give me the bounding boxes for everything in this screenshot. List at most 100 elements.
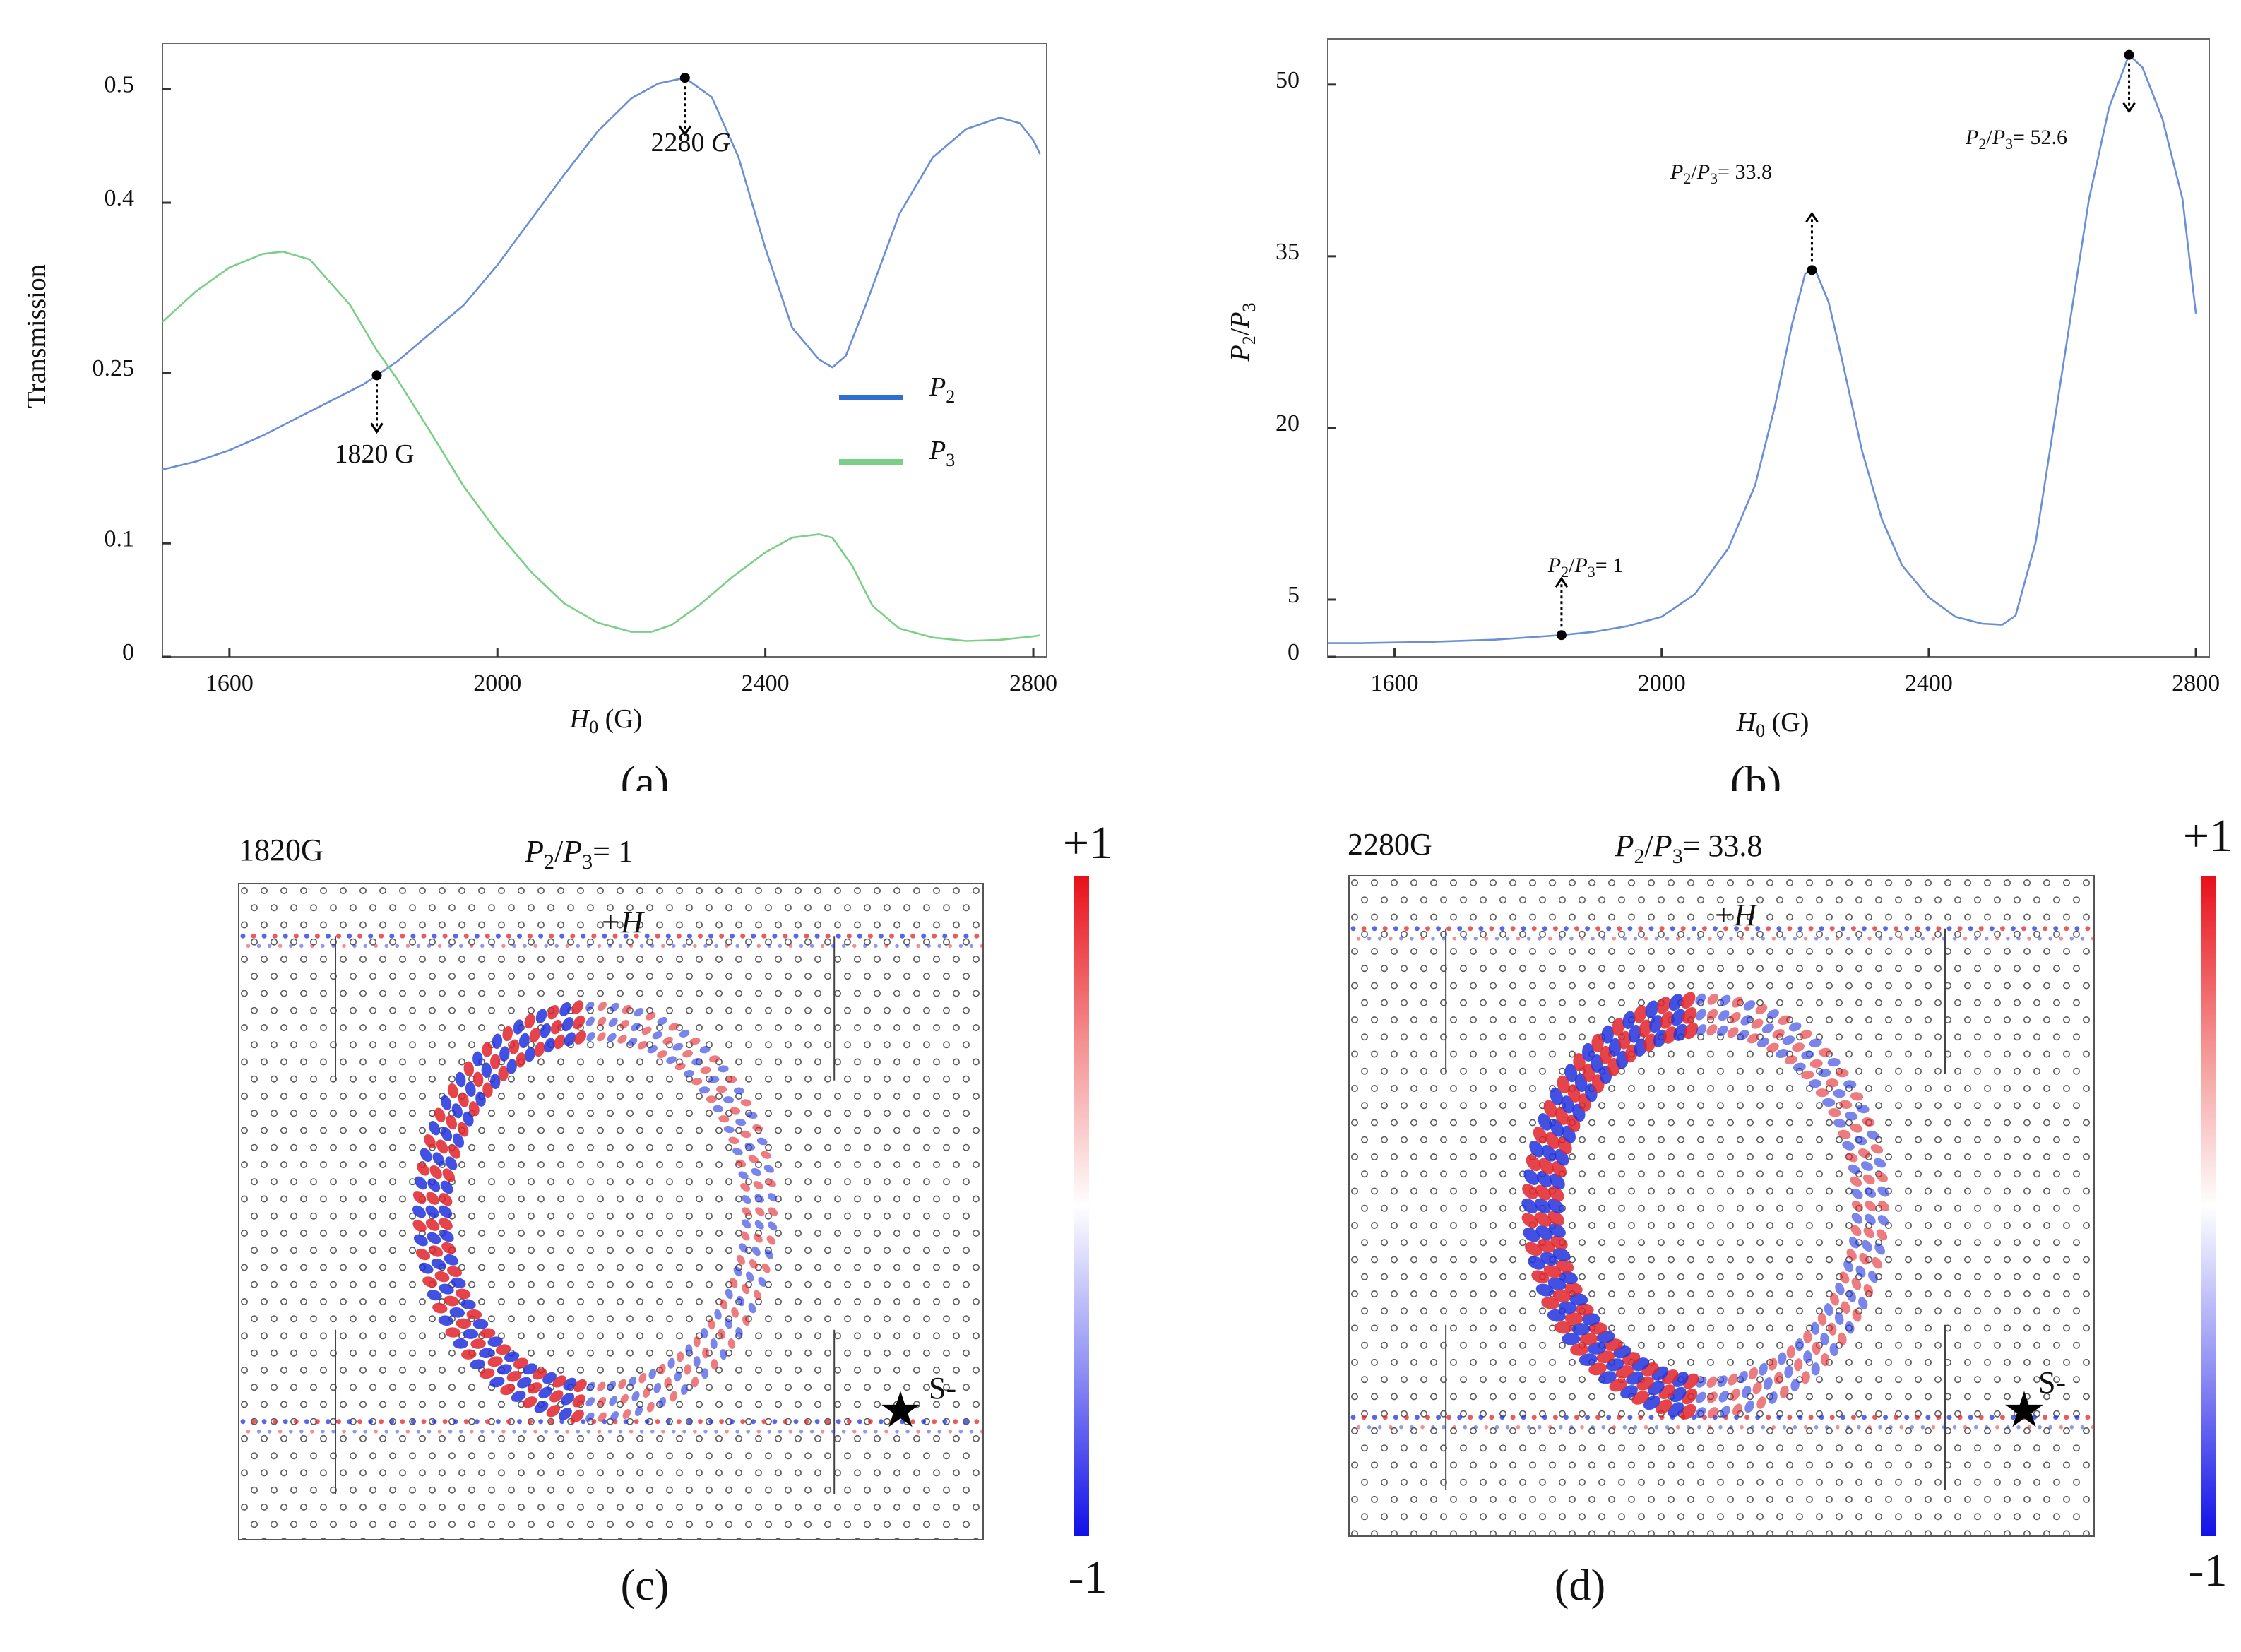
ring-field-lobe — [444, 1254, 459, 1266]
ring-field-lobe — [446, 1115, 458, 1130]
lattice-rod — [834, 887, 842, 895]
lattice-rod — [1915, 896, 1922, 904]
lattice-rod — [675, 1264, 683, 1271]
lattice-rod — [804, 1075, 812, 1083]
lattice-rod — [943, 1075, 951, 1083]
waveguide-field-dot — [889, 933, 894, 939]
waveguide-field-dot — [1372, 926, 1377, 932]
waveguide-field-dot — [1452, 937, 1456, 941]
lattice-rod — [369, 1006, 376, 1014]
lattice-rod — [765, 1212, 773, 1220]
lattice-rod — [2043, 1358, 2051, 1366]
lattice-rod — [1400, 1136, 1408, 1143]
lattice-rod — [923, 1178, 931, 1186]
lattice-rod — [309, 1280, 317, 1288]
lattice-rod — [408, 1486, 416, 1494]
lattice-rod — [775, 956, 783, 963]
lattice-rod — [458, 1434, 465, 1442]
waveguide-field-dot — [421, 1419, 427, 1425]
lattice-rod — [1895, 1444, 1903, 1452]
lattice-rod — [1905, 1358, 1913, 1366]
ring-field-lobe — [482, 1082, 493, 1098]
ring-field-lobe — [1536, 1171, 1552, 1188]
lattice-rod — [1459, 1410, 1467, 1418]
waveguide-field-dot — [1403, 926, 1409, 932]
b-marker-arrowhead-1 — [1805, 211, 1819, 223]
waveguide-field-dot — [410, 933, 416, 939]
ring-field-lobe — [1856, 1104, 1870, 1114]
lattice-rod — [260, 1127, 268, 1134]
lattice-rod — [250, 1041, 258, 1049]
ring-field-lobe — [1618, 1030, 1631, 1050]
lattice-rod — [1835, 1033, 1843, 1041]
lattice-rod — [1479, 1376, 1487, 1384]
lattice-rod — [1667, 1084, 1675, 1092]
lattice-rod — [1746, 913, 1754, 921]
lattice-rod — [1696, 1170, 1704, 1178]
ring-field-lobe — [693, 1336, 701, 1348]
lattice-rod — [1726, 1050, 1734, 1058]
waveguide-field-dot — [772, 1419, 778, 1425]
lattice-rod — [735, 1538, 742, 1540]
ring-field-lobe — [1680, 1403, 1696, 1420]
lattice-rod — [1905, 1016, 1913, 1023]
lattice-rod — [616, 1297, 624, 1305]
lattice-rod — [349, 973, 357, 980]
lattice-rod — [1350, 1427, 1358, 1434]
lattice-rod — [299, 1229, 307, 1237]
lattice-rod — [359, 1092, 367, 1100]
lattice-rod — [1805, 1290, 1813, 1297]
ring-field-lobe — [479, 1348, 494, 1358]
lattice-rod — [1915, 1376, 1922, 1384]
lattice-rod — [1598, 1170, 1605, 1178]
lattice-rod — [874, 1332, 881, 1340]
lattice-rod — [963, 1349, 970, 1357]
lattice-rod — [2004, 1530, 2011, 1536]
lattice-rod — [1885, 1324, 1893, 1332]
a-marker-dot-1 — [679, 73, 690, 83]
ring-field-lobe — [712, 1105, 724, 1112]
lattice-rod — [468, 1486, 475, 1494]
ring-field-lobe — [710, 1338, 718, 1350]
waveguide-field-dot — [1867, 937, 1872, 941]
lattice-rod — [1687, 1461, 1694, 1469]
lattice-rod — [1776, 896, 1783, 904]
waveguide-field-dot — [1701, 1415, 1707, 1420]
lattice-rod — [626, 973, 634, 980]
lattice-rod — [1350, 1221, 1358, 1229]
waveguide-field-dot — [2059, 1425, 2064, 1430]
lattice-rod — [665, 1486, 673, 1494]
lattice-rod — [1885, 1427, 1893, 1434]
waveguide-field-dot — [1915, 1415, 1920, 1420]
lattice-rod — [1706, 1221, 1714, 1229]
lattice-rod — [675, 1332, 683, 1340]
lattice-rod — [329, 1247, 337, 1254]
lattice-rod — [369, 1110, 376, 1117]
lattice-rod — [349, 1143, 357, 1151]
ring-field-lobe — [1820, 1353, 1830, 1367]
waveguide-field-dot — [1531, 926, 1537, 932]
lattice-rod — [1677, 1478, 1684, 1486]
waveguide-field-dot — [1957, 1415, 1963, 1420]
waveguide-field-dot — [506, 1419, 511, 1425]
lattice-rod — [1459, 965, 1467, 973]
lattice-rod — [557, 1538, 564, 1540]
ring-field-lobe — [1728, 1373, 1738, 1386]
lattice-rod — [468, 1247, 475, 1254]
lattice-rod — [665, 1280, 673, 1288]
lattice-rod — [1885, 1393, 1893, 1401]
lattice-rod — [2033, 896, 2041, 904]
lattice-rod — [369, 1521, 376, 1528]
lattice-rod — [547, 1280, 554, 1288]
waveguide-field-dot — [708, 1419, 713, 1425]
ring-field-lobe — [597, 1381, 606, 1391]
ring-field-lobe — [535, 1009, 547, 1024]
waveguide-field-dot — [442, 1419, 448, 1425]
lattice-rod — [1390, 1495, 1398, 1503]
ring-field-lobe — [1845, 1153, 1858, 1163]
lattice-rod — [2043, 1084, 2051, 1092]
waveguide-field-dot — [809, 1430, 814, 1434]
lattice-rod — [547, 1143, 554, 1151]
b-marker-dot-0 — [1556, 630, 1567, 641]
ring-field-lobe — [668, 1023, 679, 1031]
